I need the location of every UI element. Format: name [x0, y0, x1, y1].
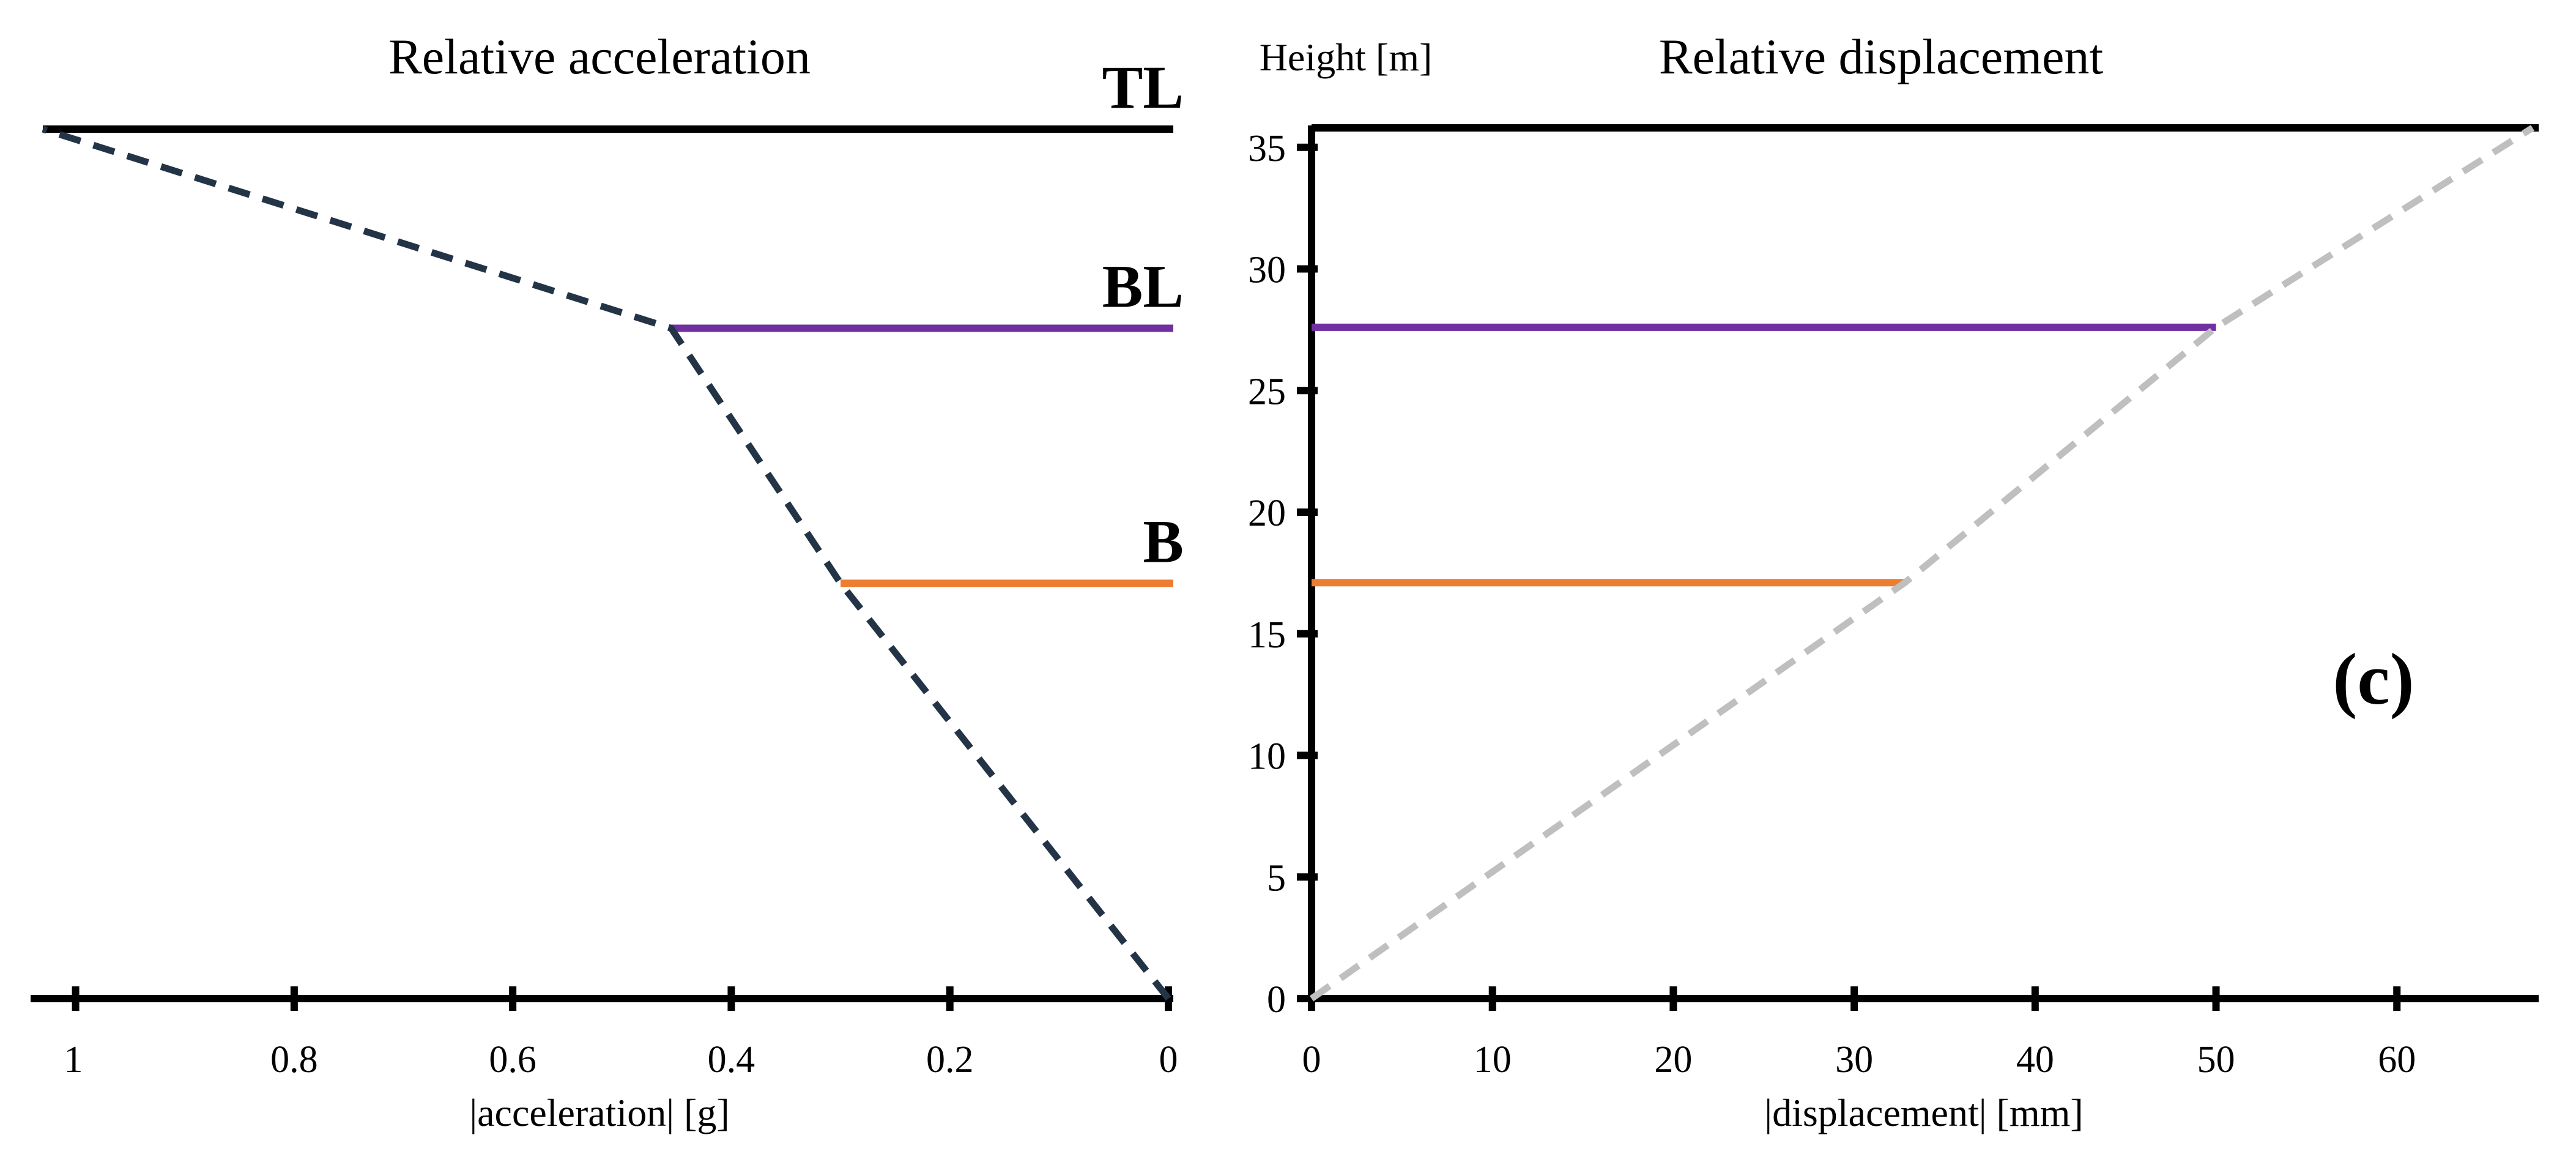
right-y-tick-label: 0 — [1267, 979, 1286, 1021]
right-x-tick-label: 40 — [2016, 1039, 2054, 1081]
level-label-b: B — [1143, 507, 1184, 575]
level-label-tl: TL — [1102, 53, 1184, 121]
right-x-tick-label: 0 — [1302, 1039, 1321, 1081]
left-x-axis-label: |acceleration| [g] — [469, 1091, 729, 1134]
right-plot-area: 0 10 20 30 40 50 60 0 5 10 15 20 25 30 35 — [1248, 124, 2539, 1081]
right-x-tick-label: 50 — [2197, 1039, 2235, 1081]
right-y-tick-label: 30 — [1248, 250, 1286, 291]
right-x-axis-label: |displacement| [mm] — [1764, 1091, 2083, 1134]
left-x-tick-label: 0.2 — [926, 1039, 974, 1081]
level-label-bl: BL — [1102, 252, 1184, 320]
right-x-tick-label: 60 — [2378, 1039, 2416, 1081]
left-x-tick-label: 1 — [64, 1039, 83, 1081]
right-x-tick-label: 10 — [1474, 1039, 1512, 1081]
right-y-tick-label: 15 — [1248, 614, 1286, 656]
right-y-tick-label: 20 — [1248, 493, 1286, 534]
right-displacement-series — [1309, 125, 2534, 1002]
right-y-tick-label: 25 — [1248, 371, 1286, 412]
left-x-tick-label: 0.6 — [489, 1039, 536, 1081]
left-panel-title: Relative acceleration — [388, 29, 811, 84]
panel-tag-c: (c) — [2333, 638, 2414, 720]
right-panel-title: Relative displacement — [1659, 29, 2104, 84]
left-x-tick-label: 0.8 — [270, 1039, 318, 1081]
right-x-tick-label: 30 — [1835, 1039, 1873, 1081]
left-acceleration-series — [42, 125, 1171, 1001]
right-y-tick-label: 35 — [1248, 128, 1286, 169]
right-y-tick-label: 10 — [1248, 736, 1286, 778]
left-x-tick-label: 0.4 — [708, 1039, 755, 1081]
right-x-tick-label: 20 — [1654, 1039, 1692, 1081]
right-y-axis-label: Height [m] — [1260, 35, 1433, 79]
right-y-tick-label: 5 — [1267, 857, 1286, 899]
left-plot-area: 1 0.8 0.6 0.4 0.2 0 TL BL B — [31, 53, 1184, 1081]
left-x-tick-label: 0 — [1159, 1039, 1178, 1081]
